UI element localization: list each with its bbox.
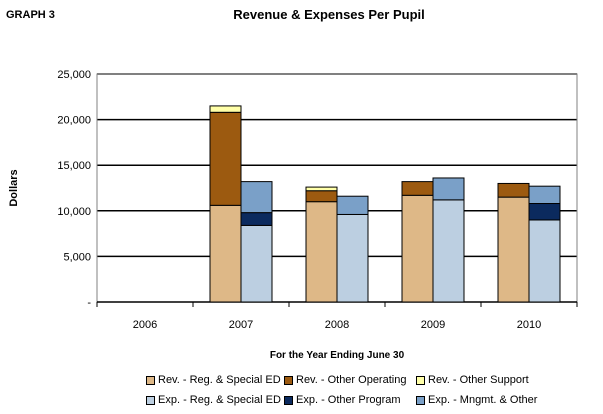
legend-swatch xyxy=(284,375,293,385)
bar-segment xyxy=(240,212,273,226)
bar-segment xyxy=(497,196,530,303)
bar-segment xyxy=(305,201,338,303)
bar-segment xyxy=(305,190,338,203)
legend-label: Rev. - Other Operating xyxy=(296,374,407,386)
chart-title: Revenue & Expenses Per Pupil xyxy=(233,7,424,22)
bar-segment xyxy=(528,203,561,221)
bar-segment xyxy=(401,181,434,196)
y-tick-label: 15,000 xyxy=(57,160,91,172)
graph-label: GRAPH 3 xyxy=(6,9,55,21)
y-axis-title: Dollars xyxy=(8,169,20,206)
bar-segment xyxy=(305,186,338,192)
legend-item-rev-other-support: Rev. - Other Support xyxy=(416,374,529,386)
legend-row-revenue: Rev. - Reg. & Special ED Rev. - Other Op… xyxy=(146,370,596,390)
x-axis-title: For the Year Ending June 30 xyxy=(270,350,405,361)
y-tick-label: 20,000 xyxy=(57,115,91,127)
legend-item-rev-reg-special-ed: Rev. - Reg. & Special ED xyxy=(146,374,284,386)
legend-swatch xyxy=(146,375,155,385)
y-tick-label: 5,000 xyxy=(63,251,91,263)
plot-area: - 5,000 10,000 15,000 20,000 25,000 2006 2007 20… xyxy=(57,69,578,331)
bar-segment xyxy=(209,111,242,206)
bar-segment xyxy=(336,213,369,303)
legend-label: Exp. - Mngmt. & Other xyxy=(428,394,538,406)
legend-item-exp-mngmt-other: Exp. - Mngmt. & Other xyxy=(416,394,537,406)
legend-label: Exp. - Other Program xyxy=(296,394,401,406)
bar-segment xyxy=(240,181,273,214)
y-tick-label: 10,000 xyxy=(57,206,91,218)
legend-label: Rev. - Other Support xyxy=(428,374,529,386)
bar-segment xyxy=(497,182,530,198)
y-tick-label: - xyxy=(87,297,91,309)
y-tick-label: 25,000 xyxy=(57,69,91,81)
legend-item-rev-other-operating: Rev. - Other Operating xyxy=(284,374,416,386)
bar-segment xyxy=(528,219,561,303)
x-tick-label: 2010 xyxy=(517,319,541,331)
legend-label: Rev. - Reg. & Special ED xyxy=(158,374,281,386)
legend-label: Exp. - Reg. & Special ED xyxy=(158,394,281,406)
legend-item-exp-other-program: Exp. - Other Program xyxy=(284,394,416,406)
x-tick-label: 2008 xyxy=(325,319,349,331)
bar-segment xyxy=(432,199,465,303)
x-tick-label: 2006 xyxy=(133,319,157,331)
legend-swatch xyxy=(416,395,425,405)
legend: Rev. - Reg. & Special ED Rev. - Other Op… xyxy=(146,370,596,410)
legend-swatch xyxy=(146,395,155,405)
bar-segment xyxy=(209,105,242,113)
bar-segment xyxy=(209,204,242,303)
bar-segment xyxy=(240,224,273,303)
legend-swatch xyxy=(416,375,425,385)
x-tick-label: 2009 xyxy=(421,319,445,331)
bar-segment xyxy=(401,194,434,303)
legend-item-exp-reg-special-ed: Exp. - Reg. & Special ED xyxy=(146,394,284,406)
bar-segment xyxy=(528,185,561,205)
x-tick-label: 2007 xyxy=(229,319,253,331)
legend-swatch xyxy=(284,395,293,405)
bar-segment xyxy=(432,177,465,201)
bar-segment xyxy=(336,195,369,215)
legend-row-expenses: Exp. - Reg. & Special ED Exp. - Other Pr… xyxy=(146,390,596,410)
